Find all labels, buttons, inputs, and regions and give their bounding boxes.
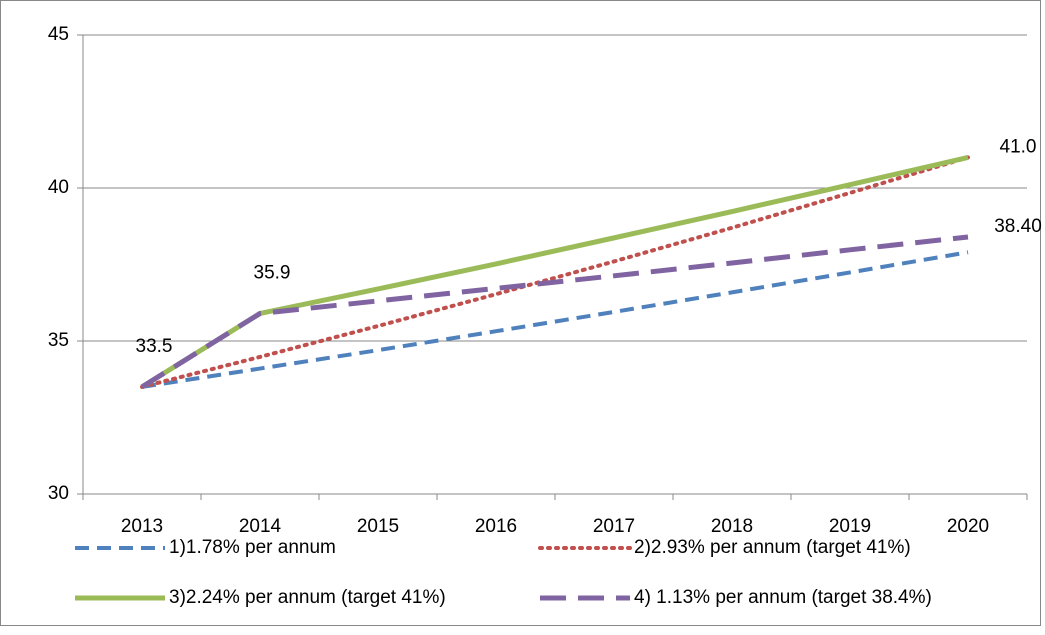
x-tick-label: 2013 xyxy=(121,516,163,537)
data-label: 33.5 xyxy=(136,336,173,357)
x-tick-label: 2016 xyxy=(475,516,517,537)
x-tick-label: 2018 xyxy=(711,516,753,537)
x-tick-label: 2019 xyxy=(829,516,871,537)
x-tick-label: 2014 xyxy=(239,516,282,537)
legend-label: 4) 1.13% per annum (target 38.4%) xyxy=(634,587,932,608)
data-label: 38.40 xyxy=(994,216,1042,237)
line-series xyxy=(141,250,969,389)
legend-label: 1)1.78% per annum xyxy=(169,537,336,558)
y-tick-label: 30 xyxy=(48,483,69,504)
line-series xyxy=(140,234,969,390)
y-tick-label: 35 xyxy=(48,330,69,351)
x-tick-label: 2020 xyxy=(947,516,989,537)
y-tick-label: 40 xyxy=(48,177,69,198)
y-tick-label: 45 xyxy=(48,24,69,45)
data-label: 41.0 xyxy=(1000,136,1037,157)
data-label: 35.9 xyxy=(254,262,291,283)
x-tick-label: 2015 xyxy=(357,516,399,537)
legend-label: 3)2.24% per annum (target 41%) xyxy=(169,587,446,608)
x-tick-label: 2017 xyxy=(593,516,635,537)
line-series xyxy=(140,155,970,389)
legend-label: 2)2.93% per annum (target 41%) xyxy=(634,537,911,558)
